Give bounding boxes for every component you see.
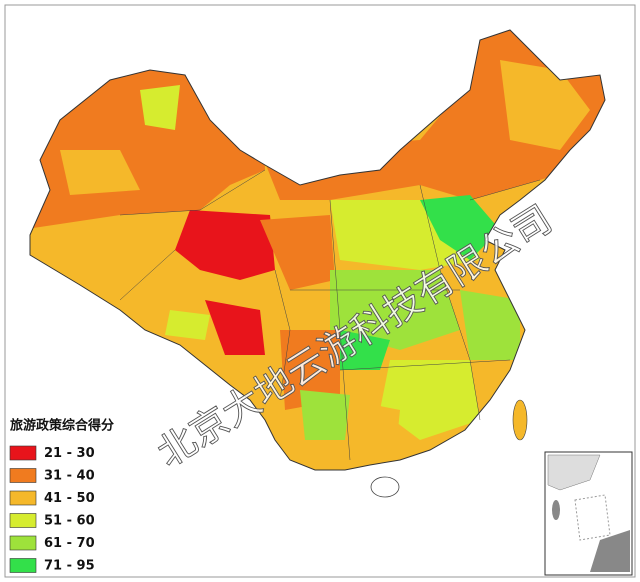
legend-swatch [9,513,37,528]
legend-swatch [9,468,37,483]
inset-map [544,451,633,576]
legend-swatch [9,445,37,461]
legend-swatch [9,490,37,506]
province-borders [119,169,541,461]
legend-label: 31 - 40 [44,469,95,484]
legend-label: 21 - 30 [44,446,95,461]
legend-label: 61 - 70 [44,536,95,551]
legend: 21 - 30 31 - 40 41 - 50 51 - 60 61 - 70 71 - … [9,445,95,574]
legend-swatch [9,558,37,573]
legend-label: 71 - 95 [44,559,95,574]
hainan [370,476,400,498]
legend-swatch [9,535,37,551]
legend-label: 41 - 50 [44,491,95,506]
legend-label: 51 - 60 [44,514,95,529]
taiwan [512,399,528,441]
china-outline [29,29,606,471]
legend-title: 旅游政策综合得分 [10,418,114,434]
